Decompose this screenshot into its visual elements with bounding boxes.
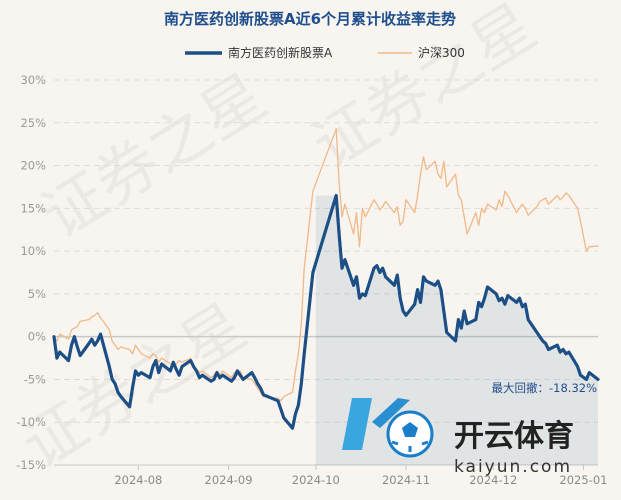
x-tick-label: 2024-09 xyxy=(205,473,253,487)
x-axis: 2024-08 2024-09 2024-10 2024-11 2024-12 2025-… xyxy=(54,464,607,487)
y-tick-label: 5% xyxy=(28,287,46,301)
series-lines xyxy=(52,128,600,430)
drawdown-area xyxy=(315,195,598,465)
legend-label-index: 沪深300 xyxy=(418,46,465,60)
x-tick-label: 2024-11 xyxy=(382,473,430,487)
series-line-index xyxy=(53,128,599,402)
x-tick-label: 2024-12 xyxy=(469,473,517,487)
logo-brand-text: 开云体育 xyxy=(454,419,574,454)
y-tick-label: 20% xyxy=(20,159,46,173)
y-axis: 30% 25% 20% 15% 10% 5% 0% -5% -10% -15% xyxy=(16,73,46,472)
x-tick-label: 2025-01 xyxy=(559,473,607,487)
series-line-fund xyxy=(52,193,600,430)
chart-title: 南方医药创新股票A近6个月累计收益率走势 xyxy=(164,10,456,28)
x-tick-label: 2024-08 xyxy=(114,473,162,487)
y-tick-label: 25% xyxy=(20,116,46,130)
logo-domain-text: kaiyun.com xyxy=(454,457,572,477)
y-tick-label: 0% xyxy=(28,330,46,344)
y-tick-label: -15% xyxy=(16,458,46,472)
y-tick-label: 10% xyxy=(20,244,46,258)
legend-label-fund: 南方医药创新股票A xyxy=(228,45,333,60)
drawdown-note: 最大回撤：-18.32% xyxy=(492,381,598,395)
brand-logo: 开云体育 kaiyun.com xyxy=(342,398,574,477)
drawdown-shade xyxy=(315,195,598,465)
y-tick-label: -10% xyxy=(16,415,46,429)
y-tick-label: 15% xyxy=(20,201,46,215)
watermark-text: 证券之星 xyxy=(29,59,278,252)
y-tick-label: 30% xyxy=(20,73,46,87)
legend: 南方医药创新股票A 沪深300 xyxy=(185,45,465,60)
y-tick-label: -5% xyxy=(24,372,46,386)
x-tick-label: 2024-10 xyxy=(292,473,340,487)
logo-mark-icon xyxy=(342,398,434,458)
